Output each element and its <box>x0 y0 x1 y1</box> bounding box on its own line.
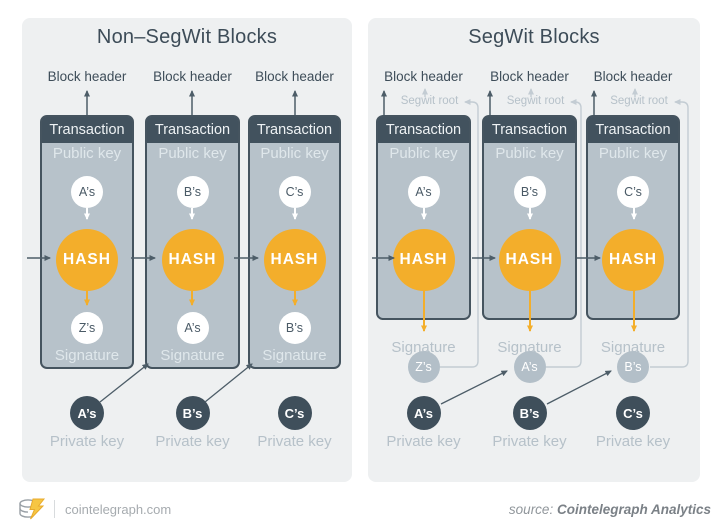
segwit-column-1: Block header Segwit root Transaction Pub… <box>376 18 471 482</box>
private-key-circle: C’s <box>277 396 312 430</box>
source-name: Cointelegraph Analytics <box>556 502 711 517</box>
private-key-label: Private key <box>257 433 332 450</box>
source-credit: source: Cointelegraph Analytics <box>509 502 711 517</box>
hash-circle: HASH <box>392 229 455 291</box>
signature-label: Signature <box>391 339 456 356</box>
transaction-card: Transaction Public key B’s HASH A’s Sign… <box>145 115 240 369</box>
public-key-label: Public key <box>598 145 668 162</box>
transaction-header: Transaction <box>42 117 132 143</box>
transaction-header: Transaction <box>378 117 469 143</box>
transaction-card: Transaction Public key B’s HASH <box>482 115 577 320</box>
segwit-column-2: Block header Segwit root Transaction Pub… <box>482 18 577 482</box>
hash-circle: HASH <box>602 229 664 291</box>
block-header-label: Block header <box>490 69 569 84</box>
panel-title: SegWit Blocks <box>468 26 600 48</box>
transaction-card: Transaction Public key C’s HASH <box>586 115 680 320</box>
transaction-header: Transaction <box>588 117 678 143</box>
private-key-label: Private key <box>492 433 567 450</box>
private-key-label: Private key <box>155 433 230 450</box>
block-header-label: Block header <box>384 69 463 84</box>
cointelegraph-logo-icon <box>19 498 46 520</box>
private-key-label: Private key <box>386 433 461 450</box>
private-key-circle: A’s <box>406 396 441 430</box>
hash-circle: HASH <box>263 229 326 291</box>
footer-divider <box>54 500 55 518</box>
public-key-circle: B’s <box>513 176 546 208</box>
public-key-label: Public key <box>260 145 329 162</box>
signature-circle: A’s <box>176 312 209 344</box>
public-key-circle: A’s <box>71 176 103 208</box>
hash-circle: HASH <box>56 229 118 291</box>
non-segwit-column-1: Block header Transaction Public key A’s … <box>40 18 134 482</box>
public-key-circle: C’s <box>278 176 311 208</box>
public-key-label: Public key <box>389 145 458 162</box>
public-key-circle: B’s <box>176 176 209 208</box>
hash-circle: HASH <box>498 229 561 291</box>
block-header-label: Block header <box>255 69 334 84</box>
signature-circle: Z’s <box>71 312 103 344</box>
signature-label: Signature <box>160 347 225 364</box>
block-header-label: Block header <box>593 69 673 84</box>
transaction-header: Transaction <box>147 117 238 143</box>
private-key-circle: C’s <box>616 396 650 430</box>
private-key-circle: B’s <box>512 396 547 430</box>
transaction-header: Transaction <box>484 117 575 143</box>
transaction-card: Transaction Public key A’s HASH <box>376 115 471 320</box>
panel-title: Non–SegWit Blocks <box>96 26 278 48</box>
signature-label: Signature <box>497 339 562 356</box>
public-key-circle: C’s <box>617 176 649 208</box>
site-url[interactable]: cointelegraph.com <box>65 501 172 517</box>
non-segwit-column-2: Block header Transaction Public key B’s … <box>145 18 240 482</box>
signature-circle: Z’s <box>407 351 440 383</box>
signature-label: Signature <box>54 347 120 364</box>
public-key-label: Public key <box>52 145 122 162</box>
public-key-label: Public key <box>158 145 227 162</box>
segwit-column-3: Block header Segwit root Transaction Pub… <box>586 18 680 482</box>
non-segwit-column-3: Block header Transaction Public key C’s … <box>248 18 341 482</box>
public-key-label: Public key <box>495 145 564 162</box>
hash-circle: HASH <box>161 229 224 291</box>
footer-branding: cointelegraph.com <box>18 497 171 521</box>
panel-non-segwit: Non–SegWit Blocks Block header Transacti… <box>22 18 352 482</box>
transaction-card: Transaction Public key A’s HASH Z’s Sign… <box>40 115 134 369</box>
private-key-circle: A’s <box>70 396 104 430</box>
transaction-card: Transaction Public key C’s HASH B’s Sign… <box>248 115 341 369</box>
block-header-label: Block header <box>47 69 127 84</box>
signature-label: Signature <box>600 339 666 356</box>
private-key-label: Private key <box>49 433 125 450</box>
signature-circle: B’s <box>278 312 311 344</box>
private-key-label: Private key <box>595 433 671 450</box>
public-key-circle: A’s <box>407 176 440 208</box>
signature-circle: B’s <box>617 351 649 383</box>
segwit-root-label: Segwit root <box>610 95 668 107</box>
signature-label: Signature <box>262 347 327 364</box>
signature-circle: A’s <box>513 351 546 383</box>
panel-segwit: SegWit Blocks Block header Segwit root T… <box>368 18 700 482</box>
block-header-label: Block header <box>153 69 232 84</box>
source-prefix: source: <box>508 502 554 517</box>
transaction-header: Transaction <box>250 117 339 143</box>
private-key-circle: B’s <box>175 396 210 430</box>
